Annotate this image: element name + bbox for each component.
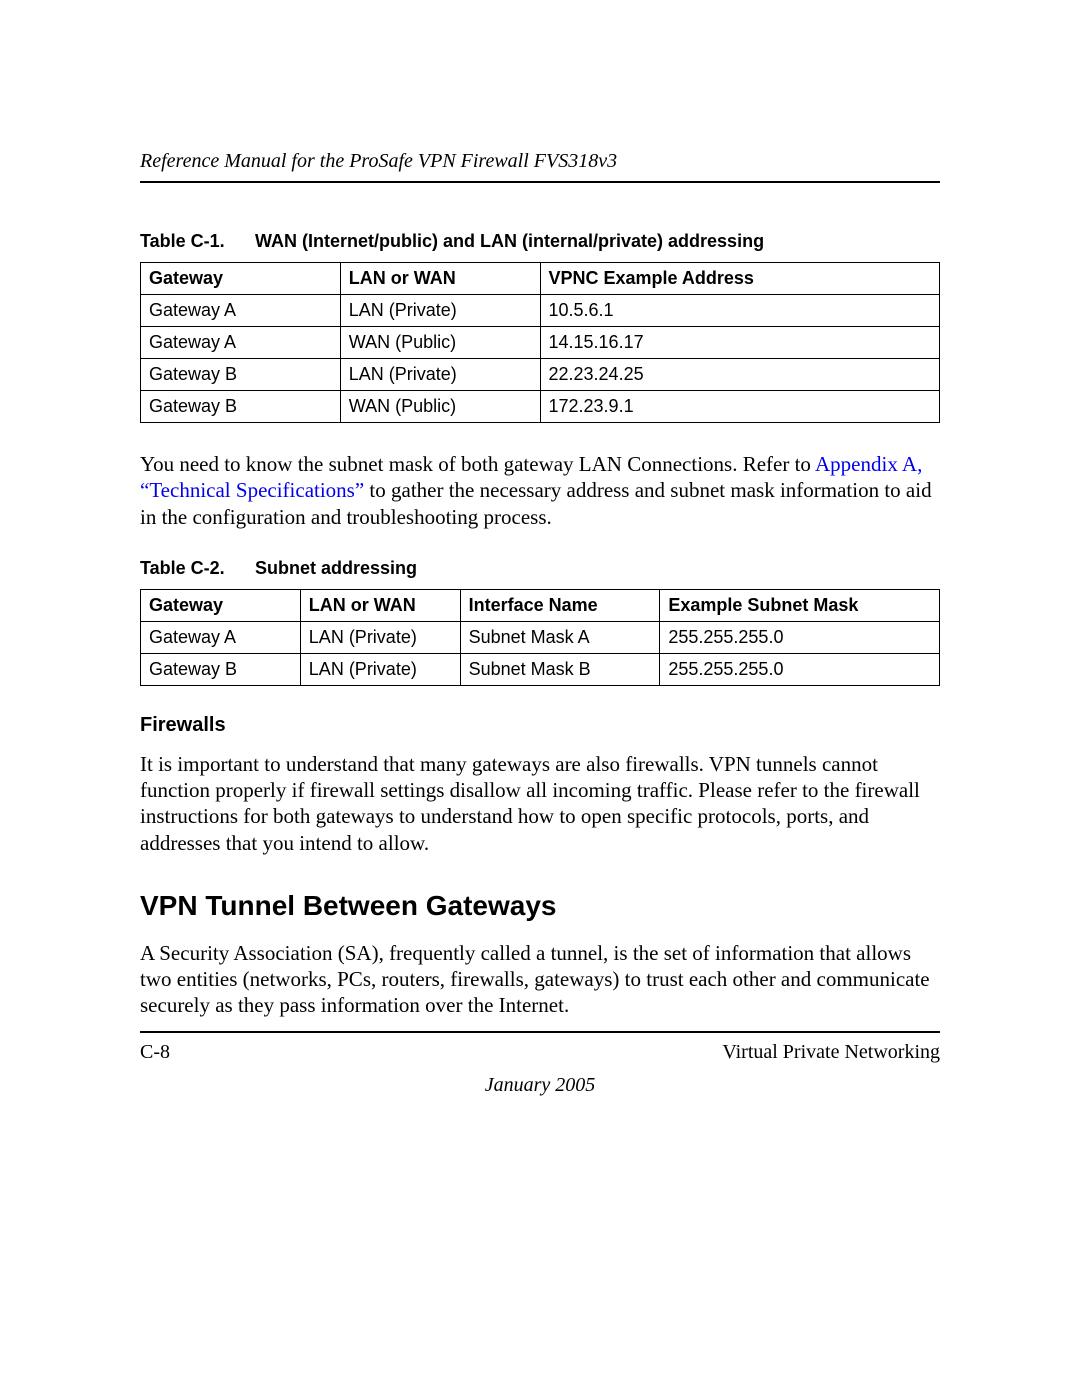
table1-caption-number: Table C-1. bbox=[140, 231, 250, 252]
table-cell: Gateway A bbox=[141, 295, 341, 327]
footer-rule bbox=[140, 1031, 940, 1033]
table-row: Gateway B LAN (Private) Subnet Mask B 25… bbox=[141, 653, 940, 685]
table-row: Gateway A WAN (Public) 14.15.16.17 bbox=[141, 327, 940, 359]
table2-header-row: Gateway LAN or WAN Interface Name Exampl… bbox=[141, 589, 940, 621]
footer-section-name: Virtual Private Networking bbox=[722, 1041, 940, 1064]
table-cell: 255.255.255.0 bbox=[660, 621, 940, 653]
table-cell: LAN (Private) bbox=[340, 359, 540, 391]
vpn-tunnel-paragraph: A Security Association (SA), frequently … bbox=[140, 940, 940, 1019]
table-row: Gateway A LAN (Private) 10.5.6.1 bbox=[141, 295, 940, 327]
table-cell: 22.23.24.25 bbox=[540, 359, 940, 391]
header-rule bbox=[140, 181, 940, 183]
table2: Gateway LAN or WAN Interface Name Exampl… bbox=[140, 589, 940, 686]
para1-pre: You need to know the subnet mask of both… bbox=[140, 452, 815, 476]
table-row: Gateway B LAN (Private) 22.23.24.25 bbox=[141, 359, 940, 391]
table-row: Gateway A LAN (Private) Subnet Mask A 25… bbox=[141, 621, 940, 653]
table-cell: 172.23.9.1 bbox=[540, 391, 940, 423]
page-number: C-8 bbox=[140, 1041, 170, 1064]
firewalls-heading: Firewalls bbox=[140, 714, 940, 737]
table-cell: Gateway B bbox=[141, 359, 341, 391]
table-cell: Gateway B bbox=[141, 391, 341, 423]
table2-col-1: LAN or WAN bbox=[300, 589, 460, 621]
table-cell: 14.15.16.17 bbox=[540, 327, 940, 359]
table-cell: LAN (Private) bbox=[300, 653, 460, 685]
table1-col-2: VPNC Example Address bbox=[540, 263, 940, 295]
table1-header-row: Gateway LAN or WAN VPNC Example Address bbox=[141, 263, 940, 295]
footer-date: January 2005 bbox=[140, 1074, 940, 1097]
table-cell: Gateway B bbox=[141, 653, 301, 685]
firewalls-paragraph: It is important to understand that many … bbox=[140, 751, 940, 856]
table1-col-1: LAN or WAN bbox=[340, 263, 540, 295]
running-header: Reference Manual for the ProSafe VPN Fir… bbox=[140, 150, 940, 173]
table2-col-2: Interface Name bbox=[460, 589, 660, 621]
table-cell: 255.255.255.0 bbox=[660, 653, 940, 685]
table1-caption: Table C-1. WAN (Internet/public) and LAN… bbox=[140, 231, 940, 252]
table-cell: Subnet Mask B bbox=[460, 653, 660, 685]
table-cell: LAN (Private) bbox=[300, 621, 460, 653]
table1-caption-title: WAN (Internet/public) and LAN (internal/… bbox=[255, 231, 764, 251]
table-cell: Gateway A bbox=[141, 327, 341, 359]
table-cell: WAN (Public) bbox=[340, 327, 540, 359]
table-cell: WAN (Public) bbox=[340, 391, 540, 423]
table2-col-0: Gateway bbox=[141, 589, 301, 621]
paragraph-subnet-note: You need to know the subnet mask of both… bbox=[140, 451, 940, 530]
table-cell: LAN (Private) bbox=[340, 295, 540, 327]
page-footer: C-8 Virtual Private Networking January 2… bbox=[140, 1031, 940, 1097]
table2-col-3: Example Subnet Mask bbox=[660, 589, 940, 621]
table2-caption: Table C-2. Subnet addressing bbox=[140, 558, 940, 579]
table-cell: Gateway A bbox=[141, 621, 301, 653]
table-row: Gateway B WAN (Public) 172.23.9.1 bbox=[141, 391, 940, 423]
table1-col-0: Gateway bbox=[141, 263, 341, 295]
page: Reference Manual for the ProSafe VPN Fir… bbox=[0, 0, 1080, 1397]
table-cell: 10.5.6.1 bbox=[540, 295, 940, 327]
table2-caption-number: Table C-2. bbox=[140, 558, 250, 579]
table-cell: Subnet Mask A bbox=[460, 621, 660, 653]
table2-caption-title: Subnet addressing bbox=[255, 558, 417, 578]
table1: Gateway LAN or WAN VPNC Example Address … bbox=[140, 262, 940, 423]
vpn-tunnel-heading: VPN Tunnel Between Gateways bbox=[140, 890, 940, 922]
